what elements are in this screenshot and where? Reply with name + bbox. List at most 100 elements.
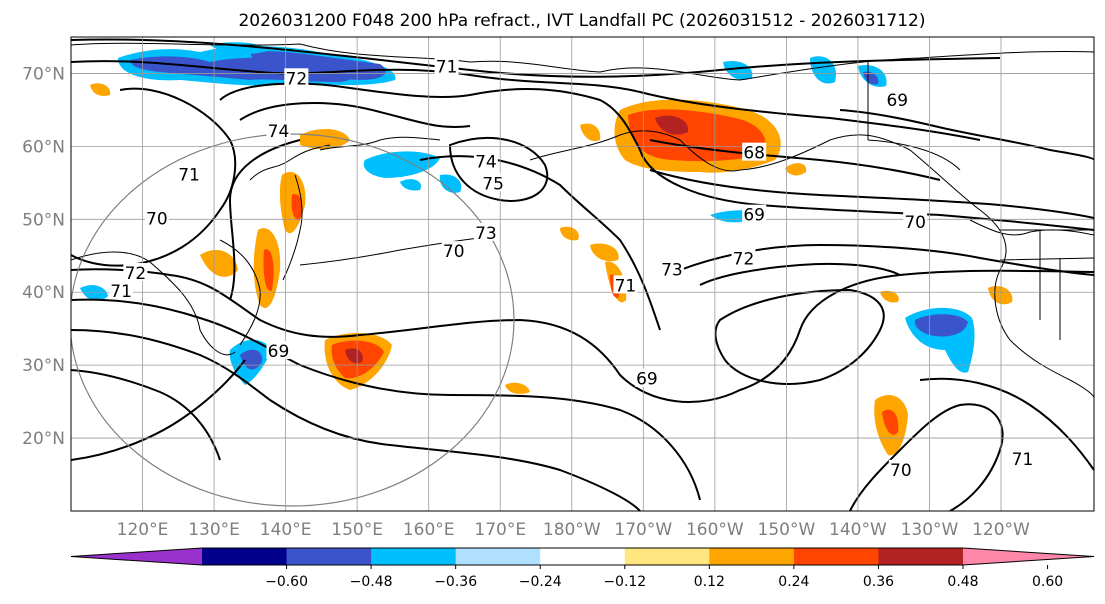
contour-label-background [481, 173, 506, 192]
contour-label: 71 [1012, 450, 1034, 470]
orange-patch [560, 226, 579, 241]
latitude-tick-label: 40°N [22, 283, 65, 303]
longitude-tick-label: 130°W [901, 520, 959, 540]
colorbar-tick-label: −0.60 [265, 574, 308, 590]
contour-label: 69 [268, 342, 290, 362]
shaded-anomaly-field [80, 42, 1013, 456]
contour-label: 70 [890, 461, 912, 481]
colorbar-swatch [286, 548, 372, 565]
contour-label-background [123, 263, 148, 281]
gridlines [71, 37, 1094, 511]
colorbar-swatch [371, 548, 457, 565]
latitude-tick-label: 30°N [22, 356, 65, 376]
longitude-tick-label: 140°W [829, 520, 887, 540]
contour-label: 73 [661, 260, 683, 280]
colorbar-tick-label: 0.12 [694, 574, 725, 590]
longitude-tick-label: 160°W [686, 520, 744, 540]
latitude-tick-label: 20°N [22, 429, 65, 449]
contour-label: 70 [904, 213, 926, 233]
colorbar-tick-label: −0.12 [603, 574, 646, 590]
contour-label: 72 [286, 69, 308, 89]
blue-patch [80, 285, 108, 301]
latitude-tick-label: 70°N [22, 64, 65, 84]
colorbar-swatch [878, 548, 964, 565]
contour-label-background [659, 259, 684, 278]
colorbar-swatch [202, 548, 288, 565]
longitude-tick-label: 120°E [117, 520, 169, 540]
blue-patch [723, 60, 753, 81]
contour-label-background [473, 151, 498, 170]
contour-label: 72 [733, 249, 755, 269]
blue-patch [863, 71, 879, 85]
contour-label: 70 [443, 242, 465, 262]
contour-label-background [742, 204, 767, 223]
colorbar-tick-label: 0.36 [863, 574, 894, 590]
blue-patch [914, 314, 968, 337]
longitude-tick-label: 170°W [614, 520, 672, 540]
blue-patch [250, 51, 386, 80]
contour-label: 71 [178, 166, 200, 186]
colorbar-swatch [624, 548, 710, 565]
range-circle [71, 133, 515, 507]
colorbar-extend-low [71, 548, 202, 565]
colorbar-outline [70, 547, 1095, 566]
orange-patch [505, 382, 530, 394]
contour-label: 68 [743, 144, 765, 164]
contour-label-background [109, 281, 134, 300]
orange-patch [90, 83, 111, 96]
longitude-tick-label: 130°E [188, 520, 240, 540]
colorbar-swatch [540, 548, 626, 565]
red-patch [263, 249, 274, 291]
contour-label-background [903, 211, 928, 230]
orange-patch [580, 123, 601, 142]
contour-label: 72 [125, 264, 147, 284]
longitude-tick-label: 160°E [403, 520, 455, 540]
contour-label-background [1010, 448, 1035, 467]
contour-label-background [177, 164, 202, 183]
longitude-labels: 120°E 130°E 140°E 150°E 160°E 170°E 180°W 170°W… [117, 520, 1030, 540]
latitude-tick-label: 50°N [22, 210, 65, 230]
red-patch [291, 194, 303, 221]
contour-label-background [266, 341, 291, 360]
colorbar-swatch [709, 548, 795, 565]
contour-label: 75 [482, 174, 504, 194]
longitude-tick-label: 120°W [972, 520, 1030, 540]
contour-label: 70 [146, 209, 168, 229]
orange-patch [785, 163, 807, 176]
latitude-tick-label: 60°N [22, 137, 65, 157]
longitude-tick-label: 170°E [474, 520, 526, 540]
map-frame [70, 36, 1095, 512]
contour-label: 71 [436, 58, 458, 78]
latitude-labels: 20°N 30°N 40°N 50°N 60°N 70°N [22, 64, 65, 449]
contour-label-background [885, 90, 910, 109]
contour-label-background [731, 248, 756, 267]
contour-label-background [473, 222, 498, 241]
orange-patch [590, 243, 619, 262]
contour-label-background [434, 56, 459, 75]
contour-label-background [613, 275, 638, 294]
blue-patch [240, 349, 263, 370]
blue-patch [439, 174, 462, 193]
colorbar-tick-label: −0.24 [519, 574, 562, 590]
contour-label: 69 [743, 206, 765, 226]
contour-label-background [144, 208, 169, 227]
red-patch [882, 409, 899, 435]
longitude-tick-label: 180°W [543, 520, 601, 540]
contour-label-background [266, 120, 291, 139]
blue-patch [363, 151, 440, 178]
longitude-tick-label: 150°W [758, 520, 816, 540]
contour-label: 74 [268, 122, 290, 142]
blue-patch [400, 179, 421, 191]
colorbar-swatch [793, 548, 879, 565]
orange-patch [988, 285, 1013, 305]
dark-red-patch [655, 115, 689, 135]
coastlines [71, 42, 1094, 399]
longitude-tick-label: 140°E [260, 520, 312, 540]
colorbar-tick-label: −0.48 [350, 574, 393, 590]
contour-label: 74 [475, 152, 497, 172]
contour-label-background [888, 459, 913, 478]
contour-label: 73 [475, 224, 497, 244]
